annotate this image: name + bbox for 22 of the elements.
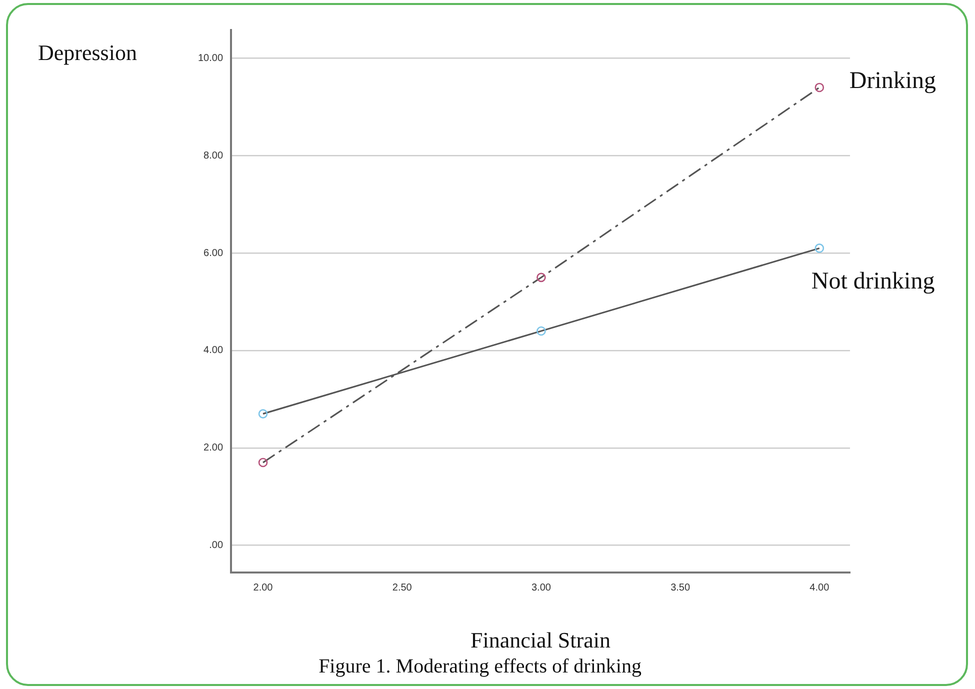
y-tick-label: .00 [209, 540, 224, 552]
point [258, 409, 268, 418]
y-tick-label: 6.00 [204, 248, 224, 259]
y-tick-label: 10.00 [198, 53, 224, 64]
x-tick-label: 3.00 [531, 582, 552, 594]
point [258, 458, 268, 468]
y-tick-label: 2.00 [204, 442, 224, 454]
series-label: Drinking [849, 68, 936, 94]
x-tick-label: 4.00 [810, 582, 830, 594]
point [536, 272, 546, 282]
x-axis-title: Financial Strain [470, 628, 610, 653]
caption: Figure 1. Moderating effects of drinking [318, 655, 642, 678]
x-tick-label: 2.00 [253, 582, 274, 594]
y-axis-title: Depression [38, 40, 137, 65]
x-tick-label: 3.50 [670, 582, 690, 594]
point [814, 82, 824, 92]
x-tick-label: 2.50 [392, 582, 412, 594]
point [814, 244, 824, 253]
y-tick-label: 8.00 [204, 150, 224, 162]
point [536, 326, 546, 336]
y-tick-label: 4.00 [204, 345, 224, 356]
series-label: Not drinking [811, 268, 935, 295]
